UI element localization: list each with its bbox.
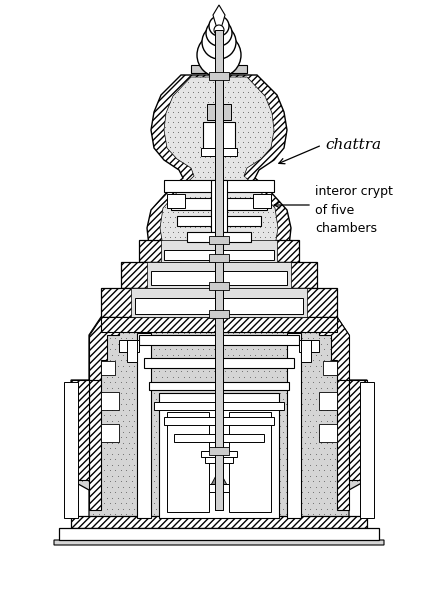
Bar [205, 455, 233, 463]
Bar [159, 393, 279, 518]
Bar [101, 288, 337, 317]
Bar [164, 180, 274, 192]
Bar [101, 361, 115, 375]
Bar [301, 340, 311, 362]
Bar [139, 240, 299, 262]
Bar [151, 271, 287, 285]
Bar [215, 30, 223, 510]
Bar [127, 340, 137, 362]
Bar [215, 30, 223, 510]
Bar [209, 254, 229, 262]
Circle shape [197, 33, 241, 77]
Bar [209, 236, 229, 244]
Polygon shape [349, 380, 367, 480]
Circle shape [214, 25, 224, 35]
Bar [59, 528, 379, 540]
Bar [71, 516, 367, 528]
Bar [177, 216, 261, 226]
Polygon shape [211, 470, 227, 485]
Bar [139, 335, 299, 345]
Bar [101, 392, 119, 410]
Polygon shape [71, 317, 367, 518]
Bar [211, 180, 227, 232]
Polygon shape [89, 380, 101, 510]
Text: interor crypt
of five
chambers: interor crypt of five chambers [315, 185, 393, 235]
Text: chattra: chattra [325, 138, 381, 152]
Circle shape [202, 25, 236, 59]
Bar [287, 333, 301, 518]
Bar [137, 333, 151, 518]
Polygon shape [147, 75, 291, 275]
Polygon shape [319, 317, 349, 380]
Polygon shape [213, 5, 225, 28]
Bar [147, 262, 291, 288]
Bar [209, 310, 229, 318]
Bar [191, 65, 247, 73]
Bar [161, 240, 277, 262]
Bar [64, 382, 78, 518]
Polygon shape [89, 317, 119, 380]
Bar [131, 288, 307, 317]
Bar [203, 122, 235, 150]
Bar [174, 434, 264, 442]
Bar [207, 104, 231, 120]
Bar [149, 382, 289, 390]
Bar [164, 250, 274, 260]
Bar [187, 232, 251, 242]
Bar [101, 424, 119, 442]
Bar [209, 282, 229, 290]
Bar [154, 402, 284, 410]
Bar [121, 262, 317, 288]
Bar [209, 72, 229, 80]
Bar [323, 361, 337, 375]
Bar [209, 484, 229, 492]
Bar [299, 340, 319, 352]
Bar [253, 194, 271, 208]
Bar [209, 447, 229, 455]
Circle shape [206, 20, 232, 46]
Bar [164, 417, 274, 425]
Bar [144, 358, 294, 368]
Polygon shape [54, 538, 384, 545]
Bar [167, 412, 209, 512]
Polygon shape [337, 380, 349, 510]
Bar [201, 148, 237, 156]
Bar [201, 451, 237, 457]
Bar [167, 194, 185, 208]
Bar [171, 198, 267, 210]
Bar [360, 382, 374, 518]
Bar [229, 412, 271, 512]
Bar [319, 424, 337, 442]
Polygon shape [71, 380, 89, 480]
Circle shape [209, 16, 229, 36]
Bar [135, 298, 303, 314]
Bar [119, 340, 139, 352]
Polygon shape [160, 77, 278, 270]
Bar [101, 317, 337, 332]
Bar [319, 392, 337, 410]
